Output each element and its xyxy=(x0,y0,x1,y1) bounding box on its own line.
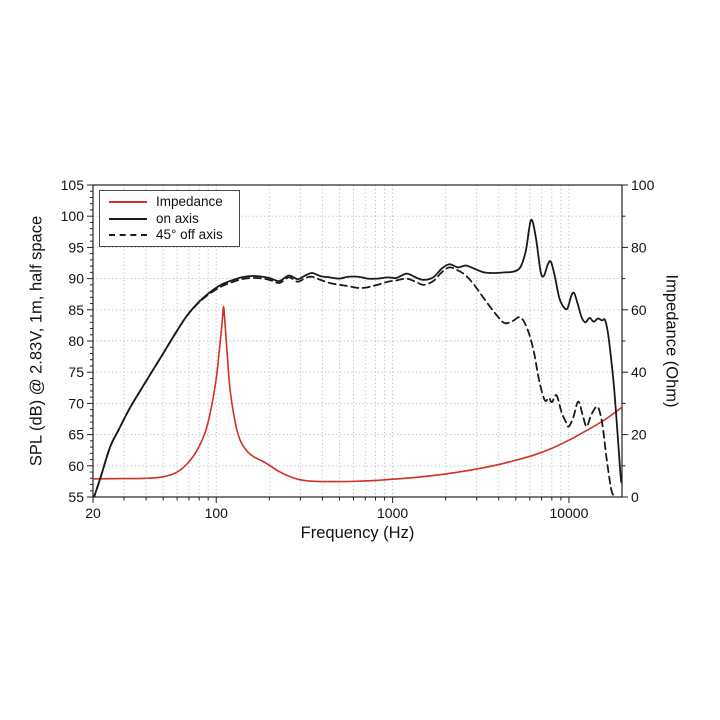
left-y-tick-label: 90 xyxy=(68,271,84,287)
right-y-tick-label: 100 xyxy=(631,177,655,193)
right-y-tick-label: 80 xyxy=(631,239,647,255)
x-axis-title: Frequency (Hz) xyxy=(300,524,415,542)
x-tick-label: 1000 xyxy=(377,505,408,521)
axes-layer: 20 100 1000 10000 55 60 65 70 75 80 85 90 95 100 105 0 2… xyxy=(61,177,655,521)
legend-line-sample-off-axis xyxy=(109,234,147,237)
legend-line-sample-on-axis xyxy=(109,217,147,220)
right-y-tick-label: 20 xyxy=(631,427,647,443)
right-y-axis-title: Impedance (Ohm) xyxy=(662,274,681,408)
grid-layer xyxy=(93,185,622,497)
legend-label-impedance: Impedance xyxy=(156,193,223,209)
legend-label-on-axis: on axis xyxy=(156,210,199,226)
on-axis-curve xyxy=(93,218,622,497)
left-y-tick-label: 85 xyxy=(68,302,84,318)
left-y-tick-label: 80 xyxy=(68,333,84,349)
left-y-tick-label: 105 xyxy=(61,177,85,193)
impedance-curve xyxy=(93,305,622,483)
left-y-tick-label: 60 xyxy=(68,458,84,474)
x-tick-label: 20 xyxy=(85,505,101,521)
right-y-tick-label: 40 xyxy=(631,364,647,380)
45-off-axis-curve xyxy=(93,266,615,497)
x-tick-label: 100 xyxy=(205,505,229,521)
legend-line-sample-impedance xyxy=(109,200,147,203)
legend-label-off-axis: 45° off axis xyxy=(156,227,223,243)
series-layer xyxy=(93,218,622,497)
x-tick-label: 10000 xyxy=(549,505,588,521)
right-y-tick-label: 0 xyxy=(631,489,639,505)
plot-box xyxy=(92,184,623,498)
left-y-tick-label: 70 xyxy=(68,395,84,411)
left-y-tick-label: 75 xyxy=(68,364,84,380)
chart-legend: Impedance on axis 45° off axis xyxy=(99,190,240,247)
right-y-tick-label: 60 xyxy=(631,302,647,318)
left-y-tick-label: 65 xyxy=(68,427,84,443)
left-y-tick-label: 55 xyxy=(68,489,84,505)
legend-entry-off-axis: 45° off axis xyxy=(109,227,233,243)
legend-entry-impedance: Impedance xyxy=(109,194,233,210)
legend-entry-on-axis: on axis xyxy=(109,211,233,227)
left-y-axis-title: SPL (dB) @ 2.83V, 1m, half space xyxy=(27,215,46,467)
left-y-tick-label: 95 xyxy=(68,239,84,255)
left-y-tick-label: 100 xyxy=(61,208,85,224)
